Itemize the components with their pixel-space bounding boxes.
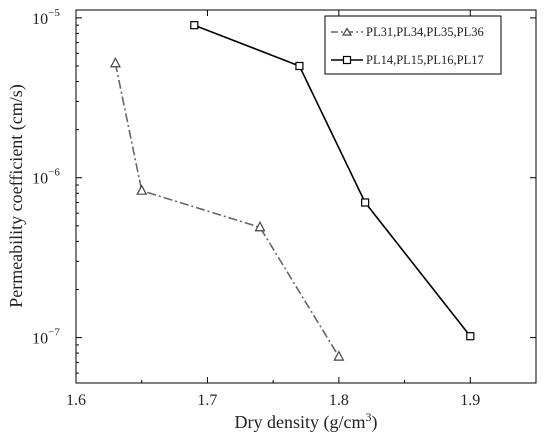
series-1-point bbox=[136, 184, 148, 195]
series-line-2 bbox=[194, 24, 471, 337]
series-1-point bbox=[109, 56, 121, 68]
y-tick-label: 10−7 bbox=[32, 327, 60, 348]
legend-marker-1 bbox=[341, 27, 353, 36]
series-2-point bbox=[466, 332, 475, 341]
series-2-point bbox=[190, 21, 199, 30]
series-2-point bbox=[361, 198, 370, 207]
x-tick-label: 1.6 bbox=[66, 392, 86, 409]
x-tick-label: 1.7 bbox=[197, 392, 217, 409]
plot-frame bbox=[75, 9, 537, 384]
y-axis-ticks: 10−5 10−6 10−7 bbox=[32, 7, 536, 374]
series-1-point bbox=[254, 220, 266, 232]
series-1-point bbox=[333, 350, 345, 361]
legend-label-1: PL31,PL34,PL35,PL36 bbox=[366, 25, 484, 39]
y-tick-label: 10−6 bbox=[32, 167, 60, 188]
x-tick-label: 1.8 bbox=[329, 392, 349, 409]
legend-marker-2 bbox=[342, 55, 352, 65]
y-axis-label: Permeability coefficient (cm/s) bbox=[6, 84, 27, 308]
legend: PL31,PL34,PL35,PL36 PL14,PL15,PL16,PL17 bbox=[324, 15, 502, 75]
series-layer bbox=[109, 21, 475, 361]
legend-box bbox=[324, 15, 502, 75]
x-axis-label: Dry density (g/cm3) bbox=[235, 410, 378, 433]
x-tick-label: 1.9 bbox=[460, 392, 480, 409]
legend-label-2: PL14,PL15,PL16,PL17 bbox=[366, 53, 484, 67]
y-tick-label: 10−5 bbox=[32, 7, 60, 28]
x-axis-ticks: 1.6 1.7 1.8 1.9 bbox=[66, 10, 480, 409]
series-2-point bbox=[295, 61, 304, 71]
series-line-1 bbox=[114, 63, 340, 358]
